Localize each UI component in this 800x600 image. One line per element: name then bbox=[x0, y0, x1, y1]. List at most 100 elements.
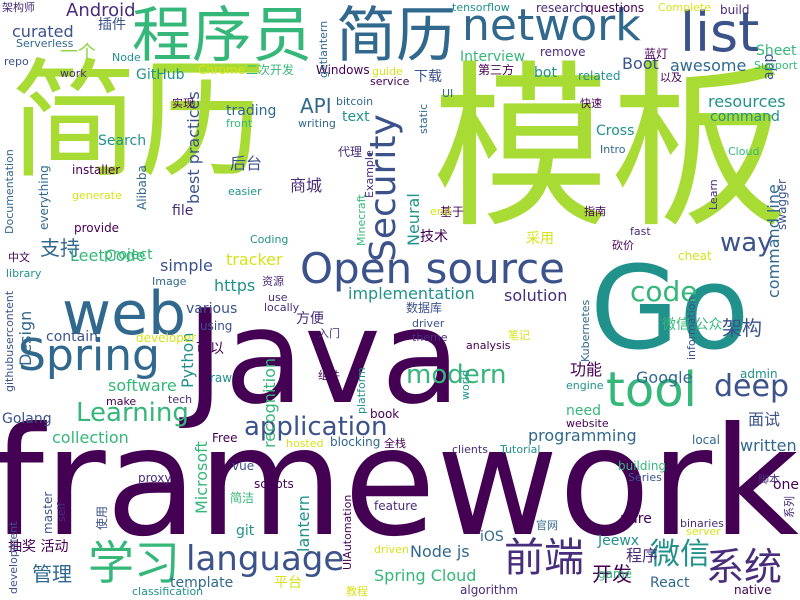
word: build bbox=[720, 3, 750, 17]
word: 笔记 bbox=[508, 329, 530, 342]
word: 指南 bbox=[584, 205, 606, 218]
word: Coding bbox=[250, 233, 289, 246]
word: engine bbox=[566, 379, 604, 392]
word: resources bbox=[708, 92, 786, 111]
word: deep bbox=[714, 369, 789, 404]
word: LeetCode bbox=[70, 246, 146, 265]
word: 功能 bbox=[570, 360, 603, 379]
word: 代理 bbox=[338, 145, 363, 159]
word: Node bbox=[112, 51, 141, 64]
word: Documentation bbox=[3, 149, 16, 234]
word: 基于 bbox=[440, 205, 465, 219]
word: Serverless bbox=[16, 37, 74, 50]
word: classification bbox=[132, 585, 204, 598]
word: everything bbox=[37, 165, 51, 230]
word: getlantern bbox=[317, 20, 330, 78]
word: cheat bbox=[678, 249, 712, 263]
word: 数据库 bbox=[406, 301, 443, 315]
word: 系统 bbox=[706, 545, 783, 589]
word: tensorflow bbox=[452, 1, 510, 14]
word: Sheet bbox=[756, 43, 797, 59]
word: swagger bbox=[775, 179, 789, 230]
word: network bbox=[462, 0, 641, 51]
word: easier bbox=[228, 185, 262, 198]
word: repo bbox=[4, 55, 29, 68]
word: 蓝灯 bbox=[644, 47, 669, 61]
word: service bbox=[370, 75, 410, 88]
word: 抽奖 活动 bbox=[8, 539, 69, 555]
word: bot bbox=[534, 65, 557, 81]
word: fast bbox=[630, 225, 651, 238]
word: GitHub bbox=[136, 67, 185, 83]
word: Interview bbox=[460, 49, 526, 65]
word: lantern bbox=[294, 495, 313, 552]
word: git bbox=[236, 523, 255, 539]
word: 实现 bbox=[172, 97, 194, 110]
word: clients bbox=[452, 443, 488, 456]
word: 简洁 bbox=[230, 491, 255, 505]
word: 资源 bbox=[262, 275, 284, 288]
word: Image bbox=[152, 275, 187, 288]
word: https bbox=[214, 276, 256, 295]
word: 中文 bbox=[8, 251, 30, 264]
word: 模板 bbox=[432, 45, 788, 252]
word: trading bbox=[226, 103, 277, 119]
word: Alibaba bbox=[135, 165, 149, 210]
word: modern bbox=[406, 360, 507, 390]
word: Search bbox=[98, 133, 147, 149]
word: 简历 bbox=[336, 1, 456, 71]
word: Jeewx bbox=[598, 533, 640, 549]
word: Complete bbox=[658, 1, 712, 14]
word: game bbox=[598, 567, 633, 581]
word: bitcoin bbox=[336, 95, 374, 108]
word: framework bbox=[0, 396, 799, 570]
word: UIAutomation bbox=[341, 494, 354, 570]
word: front bbox=[226, 117, 253, 130]
word: 采用 bbox=[526, 231, 554, 247]
word: theme bbox=[412, 331, 448, 344]
word: 后台 bbox=[230, 154, 263, 173]
word: tool bbox=[606, 362, 697, 418]
word: developer bbox=[136, 331, 197, 345]
word: 可以 bbox=[196, 341, 224, 357]
word: UI bbox=[442, 87, 454, 100]
word: 一个 bbox=[60, 42, 96, 63]
word: library bbox=[6, 267, 42, 280]
word: various bbox=[186, 301, 238, 317]
word: end bbox=[430, 205, 451, 218]
word: Go bbox=[590, 242, 750, 376]
word: githubusercontent bbox=[3, 290, 16, 392]
word: using bbox=[200, 319, 233, 333]
word: Learn bbox=[707, 179, 720, 210]
word: software bbox=[108, 376, 177, 395]
word: 以及 bbox=[660, 71, 682, 84]
word: writing bbox=[298, 117, 336, 130]
word: 官网 bbox=[536, 519, 558, 532]
word: tracker bbox=[226, 250, 283, 269]
word: binaries bbox=[680, 517, 724, 530]
word: iOS bbox=[480, 529, 504, 545]
word: 程序 bbox=[626, 546, 659, 565]
word: web bbox=[62, 279, 187, 349]
word: Chrome bbox=[198, 63, 246, 77]
word: solution bbox=[504, 286, 568, 305]
word: raw bbox=[210, 371, 233, 385]
word: Cloud bbox=[728, 145, 760, 158]
word: 商城 bbox=[290, 176, 323, 195]
word: Kubernetes bbox=[579, 299, 592, 362]
word: website bbox=[566, 417, 609, 430]
word: programming bbox=[528, 426, 637, 445]
word: self bbox=[55, 502, 68, 522]
word: 使用 bbox=[95, 505, 109, 530]
word: 技术 bbox=[420, 229, 448, 245]
word: Learning bbox=[76, 398, 189, 428]
word: Support bbox=[754, 59, 798, 72]
word: 砍价 bbox=[612, 239, 634, 252]
word: 支持 bbox=[40, 236, 80, 260]
word: Spring bbox=[18, 330, 160, 381]
word: pure bbox=[620, 511, 652, 527]
word: book bbox=[370, 407, 400, 421]
word: implementation bbox=[348, 284, 475, 303]
word: written bbox=[740, 436, 797, 455]
word: driven bbox=[374, 543, 409, 556]
